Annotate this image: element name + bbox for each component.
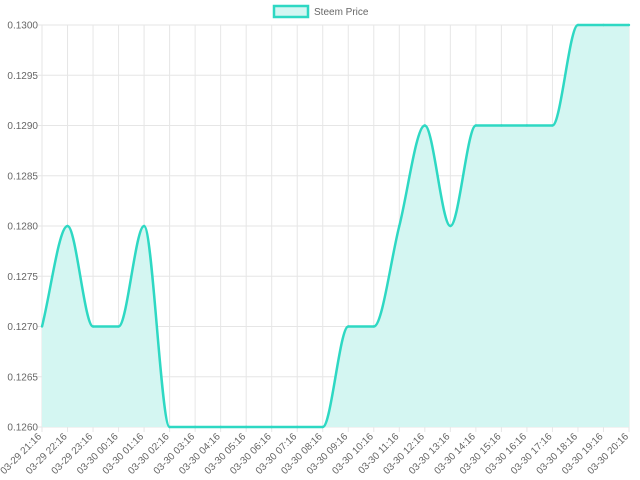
data-point[interactable] xyxy=(372,325,375,328)
data-point[interactable] xyxy=(525,124,529,127)
legend-swatch[interactable] xyxy=(272,4,310,19)
y-tick-label: 0.1265 xyxy=(7,372,38,383)
data-point[interactable] xyxy=(627,23,631,27)
data-point[interactable] xyxy=(423,124,427,127)
data-point[interactable] xyxy=(142,224,146,228)
legend-label[interactable]: Steem Price xyxy=(314,7,369,18)
data-point[interactable] xyxy=(474,124,478,127)
data-point[interactable] xyxy=(500,124,503,127)
y-tick-label: 0.1275 xyxy=(7,272,38,283)
data-point[interactable] xyxy=(602,23,605,27)
data-point[interactable] xyxy=(576,23,580,27)
y-tick-label: 0.1300 xyxy=(7,21,38,32)
data-point[interactable] xyxy=(117,325,120,328)
data-point[interactable] xyxy=(347,325,350,328)
legend[interactable]: Steem Price xyxy=(272,4,369,19)
data-point[interactable] xyxy=(66,224,69,228)
data-point[interactable] xyxy=(398,224,401,228)
area-layer xyxy=(40,23,631,429)
data-point[interactable] xyxy=(270,425,273,429)
data-point[interactable] xyxy=(219,425,222,429)
y-tick-label: 0.1270 xyxy=(7,322,38,333)
y-tick-label: 0.1280 xyxy=(7,222,38,233)
data-point[interactable] xyxy=(91,325,95,328)
data-point[interactable] xyxy=(321,425,324,429)
data-point[interactable] xyxy=(193,425,197,429)
data-point[interactable] xyxy=(449,224,452,228)
data-point[interactable] xyxy=(168,425,171,429)
y-axis: 0.1300 0.1295 0.1290 0.1285 0.1280 0.1275 0.12… xyxy=(7,21,38,434)
data-point[interactable] xyxy=(40,325,44,328)
y-tick-label: 0.1260 xyxy=(7,423,38,434)
y-tick-label: 0.1290 xyxy=(7,121,38,132)
data-point[interactable] xyxy=(296,425,299,429)
data-point[interactable] xyxy=(244,425,248,429)
data-point[interactable] xyxy=(551,124,554,127)
y-tick-label: 0.1295 xyxy=(7,71,38,82)
y-tick-label: 0.1285 xyxy=(7,171,38,182)
